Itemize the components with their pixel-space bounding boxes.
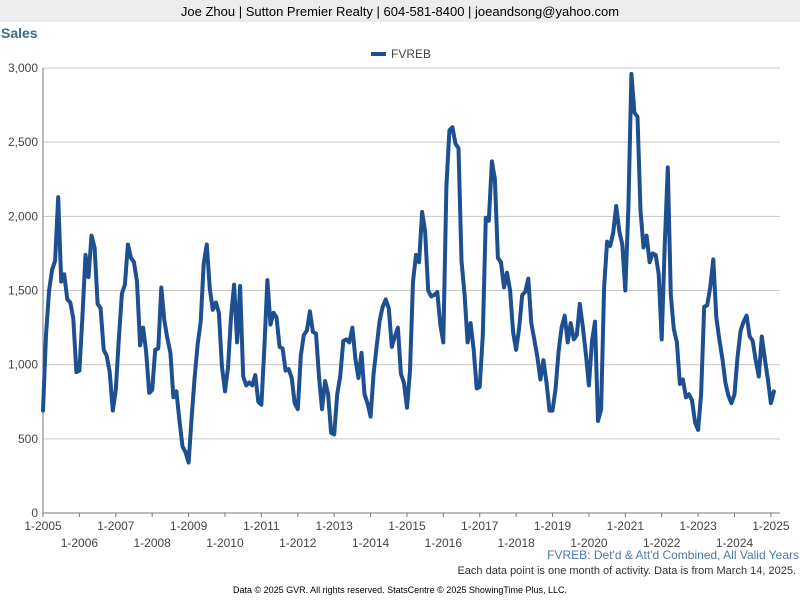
footer-copyright: Data © 2025 GVR. All rights reserved. St… [232, 585, 568, 595]
x-tick-label: 1-2023 [679, 519, 717, 533]
x-tick-label: 1-2008 [133, 536, 171, 550]
x-tick-label: 1-2025 [752, 519, 790, 533]
legend-label: FVREB [391, 47, 431, 61]
x-tick-label: 1-2007 [97, 519, 135, 533]
x-tick-label: 1-2014 [352, 536, 390, 550]
x-tick-label: 1-2011 [243, 519, 280, 533]
x-tick-label: 1-2010 [206, 536, 244, 550]
x-tick-label: 1-2021 [607, 519, 645, 533]
x-tick-label: 1-2020 [570, 536, 608, 550]
x-tick-label: 1-2016 [425, 536, 463, 550]
header-contact-text: Joe Zhou | Sutton Premier Realty | 604-5… [180, 4, 620, 19]
series-note: FVREB: Det'd & Att'd Combined, All Valid… [547, 548, 799, 562]
x-tick-label: 1-2005 [24, 519, 62, 533]
x-tick-label: 1-2018 [497, 536, 535, 550]
chart-title: Sales [1, 25, 38, 41]
x-tick-label: 1-2022 [643, 536, 681, 550]
header-contact-bar: Joe Zhou | Sutton Premier Realty | 604-5… [0, 0, 800, 22]
legend: FVREB [371, 47, 431, 61]
x-tick-label: 1-2017 [461, 519, 499, 533]
x-tick-label: 1-2012 [279, 536, 317, 550]
data-note: Each data point is one month of activity… [457, 565, 796, 577]
x-tick-label: 1-2009 [170, 519, 208, 533]
x-tick-label: 1-2019 [534, 519, 572, 533]
y-tick-label: 1,500 [8, 284, 38, 298]
y-tick-label: 500 [18, 432, 38, 446]
x-tick-label: 1-2006 [61, 536, 99, 550]
y-tick-label: 0 [31, 506, 38, 520]
x-tick-label: 1-2013 [315, 519, 353, 533]
y-tick-label: 3,000 [8, 61, 38, 75]
y-tick-label: 1,000 [8, 358, 38, 372]
x-tick-label: 1-2015 [388, 519, 426, 533]
x-tick-label: 1-2024 [716, 536, 754, 550]
y-tick-label: 2,500 [8, 135, 38, 149]
y-tick-label: 2,000 [8, 209, 38, 223]
series-line-fvreb [41, 71, 776, 465]
